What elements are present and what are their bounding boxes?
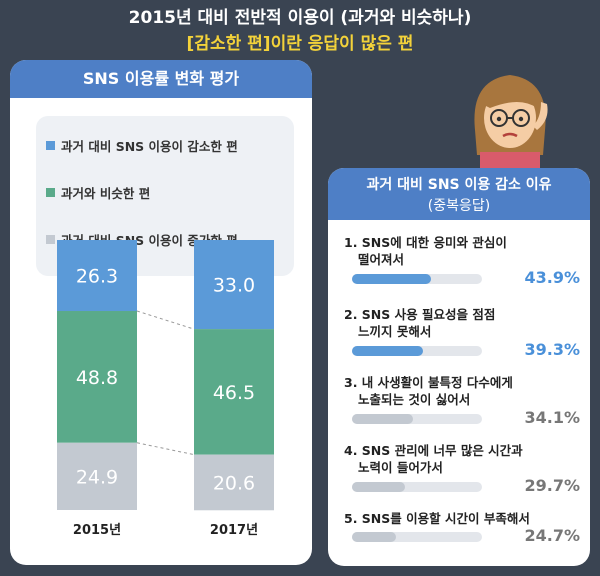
- reason-text-line-1: 1. SNS에 대한 응미와 관심이: [344, 235, 507, 250]
- reason-bar-track: [352, 346, 482, 356]
- legend-item-decrease: 과거 대비 SNS 이용이 감소한 편: [46, 136, 238, 155]
- reason-text-line-2: 노력이 들어가서: [358, 460, 443, 475]
- connector-line-1: [136, 442, 195, 456]
- reason-text-line-1: 2. SNS 사용 필요성을 점점: [344, 307, 496, 322]
- reason-bar-track: [352, 274, 482, 284]
- reason-item-1: 1. SNS에 대한 응미와 관심이 떨어져서 43.9%: [344, 234, 584, 287]
- reason-percent: 34.1%: [524, 408, 580, 427]
- category-label-0: 2015년: [73, 523, 121, 538]
- right-title-line-2: (중복응답): [427, 198, 491, 214]
- reason-item-2: 2. SNS 사용 필요성을 점점 느끼지 못해서 39.3%: [344, 306, 584, 359]
- reason-bar-fill: [352, 482, 406, 492]
- header-line-1: 2015년 대비 전반적 이용이 (과거와 비슷하나): [128, 8, 472, 28]
- bar-segment-1-2: [194, 454, 274, 511]
- reason-bar-fill: [352, 346, 423, 356]
- reason-bar-track: [352, 414, 482, 424]
- reason-item-5: 5. SNS를 이용할 시간이 부족해서 24.7%: [344, 510, 584, 545]
- reason-bar-fill: [352, 274, 432, 284]
- connector-line-0: [136, 310, 195, 330]
- reason-percent: 24.7%: [524, 526, 580, 545]
- reason-item-4: 4. SNS 관리에 너무 많은 시간과 노력이 들어가서 29.7%: [344, 442, 584, 495]
- reason-percent: 43.9%: [524, 268, 580, 287]
- reason-bar-track: [352, 482, 482, 492]
- legend-label-similar: 과거와 비슷한 편: [61, 186, 151, 201]
- reason-percent: 39.3%: [524, 340, 580, 359]
- reason-bar-fill: [352, 414, 414, 424]
- reason-text-line-2: 떨어져서: [358, 252, 405, 267]
- category-label-1: 2017년: [210, 523, 258, 538]
- bar-segment-0-1: [57, 311, 137, 443]
- bar-label-0-2: 24.9: [76, 466, 118, 488]
- reason-text: 5. SNS를 이용할 시간이 부족해서: [344, 510, 584, 527]
- right-panel: 과거 대비 SNS 이용 감소 이유 (중복응답) 1. SNS에 대한 응미와…: [328, 168, 590, 566]
- reason-item-3: 3. 내 사생활이 불특정 다수에게 노출되는 것이 싫어서 34.1%: [344, 374, 584, 427]
- right-panel-title: 과거 대비 SNS 이용 감소 이유 (중복응답): [328, 168, 590, 220]
- bar-label-1-0: 33.0: [213, 275, 255, 297]
- bar-segment-1-0: [194, 240, 274, 330]
- bar-label-0-1: 48.8: [76, 367, 118, 389]
- header-line-2: [감소한 편]이란 응답이 많은 편: [186, 34, 414, 54]
- left-panel: SNS 이용률 변화 평가 과거 대비 SNS 이용이 감소한 편 과거와 비슷…: [10, 60, 312, 565]
- header: 2015년 대비 전반적 이용이 (과거와 비슷하나) [감소한 편]이란 응답…: [0, 0, 600, 56]
- legend-item-similar: 과거와 비슷한 편: [46, 183, 150, 202]
- reason-text-line-2: 느끼지 못해서: [358, 324, 432, 339]
- reason-text-line-1: 3. 내 사생활이 불특정 다수에게: [344, 375, 513, 390]
- legend-swatch-increase: [46, 235, 55, 244]
- bar-segment-0-2: [57, 442, 137, 510]
- bar-segment-0-0: [57, 240, 137, 312]
- legend-swatch-similar: [46, 188, 55, 197]
- reason-text-line-2: 노출되는 것이 싫어서: [358, 392, 471, 407]
- reason-bar-track: [352, 532, 482, 542]
- reason-text-line-1: 4. SNS 관리에 너무 많은 시간과: [344, 443, 523, 458]
- reason-bar-fill: [352, 532, 397, 542]
- woman-thinking-icon: [474, 75, 548, 180]
- stacked-bar-chart: 26.3 48.8 24.9 2015년 33.0 46.5 20.6 2017년: [57, 240, 274, 538]
- right-title-line-1: 과거 대비 SNS 이용 감소 이유: [366, 177, 552, 193]
- legend-label-decrease: 과거 대비 SNS 이용이 감소한 편: [61, 139, 238, 154]
- reason-text-line-1: 5. SNS를 이용할 시간이 부족해서: [344, 511, 530, 526]
- legend-swatch-decrease: [46, 141, 55, 150]
- reason-percent: 29.7%: [524, 476, 580, 495]
- bar-label-1-1: 46.5: [213, 382, 255, 404]
- bar-label-1-2: 20.6: [213, 472, 255, 494]
- bar-label-0-0: 26.3: [76, 266, 118, 288]
- left-panel-title: SNS 이용률 변화 평가: [10, 60, 312, 98]
- bar-segment-1-1: [194, 329, 274, 455]
